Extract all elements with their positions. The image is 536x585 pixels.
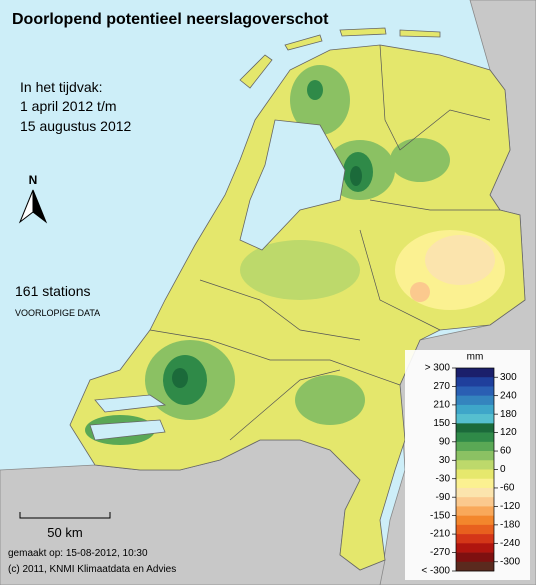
legend-label: -120: [500, 501, 520, 512]
legend-swatch: [456, 524, 494, 535]
legend-swatch: [456, 432, 494, 443]
ijsselmeer: [239, 119, 346, 251]
legend-label: -180: [500, 520, 520, 531]
border: [379, 44, 491, 151]
legend-swatch: [456, 386, 494, 396]
legend-label: 90: [439, 436, 451, 447]
legend-swatch: [456, 441, 494, 452]
legend-swatch: [456, 451, 494, 461]
legend-swatch: [456, 561, 494, 572]
north-label: N: [29, 173, 38, 187]
legend-label: 240: [500, 390, 517, 401]
legend-swatch: [456, 534, 494, 544]
legend-label: 210: [433, 400, 450, 411]
legend-label: -90: [436, 492, 451, 503]
area: [295, 375, 365, 425]
legend-label: -60: [500, 483, 515, 494]
legend-swatch: [456, 377, 494, 387]
legend-swatch: [456, 515, 494, 526]
area: [307, 80, 323, 100]
border: [199, 279, 361, 341]
period-end: 15 augustus 2012: [20, 118, 132, 134]
legend-label: > 300: [425, 363, 451, 374]
province-borders: [149, 44, 500, 441]
legend-label: 180: [500, 409, 517, 420]
legend-swatch: [456, 478, 494, 489]
legend-swatch: [456, 460, 494, 470]
legend-label: 120: [500, 427, 517, 438]
made-on: gemaakt op: 15-08-2012, 10:30: [8, 548, 148, 559]
legend-swatch: [456, 395, 494, 406]
border: [369, 199, 500, 211]
map-title: Doorlopend potentieel neerslagoverschot: [12, 11, 329, 28]
legend-swatch: [456, 404, 494, 415]
legend-label: 0: [500, 464, 506, 475]
area: [350, 166, 362, 186]
border: [229, 369, 341, 441]
legend-swatch: [456, 552, 494, 563]
copyright: (c) 2011, KNMI Klimaatdata en Advies: [8, 564, 176, 575]
legend-unit: mm: [467, 352, 484, 363]
legend-swatch: [456, 469, 494, 480]
area: [290, 65, 350, 135]
legend-swatch: [456, 497, 494, 507]
islands: [239, 27, 441, 89]
border: [359, 229, 441, 331]
legend-label: -270: [430, 547, 450, 558]
scale-label: 50 km: [47, 525, 82, 540]
legend-label: -30: [436, 473, 451, 484]
area: [425, 235, 495, 285]
period-start: 1 april 2012 t/m: [20, 98, 117, 114]
legend-label: -210: [430, 529, 450, 540]
legend-swatch: [456, 423, 494, 433]
legend-swatch: [456, 368, 494, 378]
area: [390, 138, 450, 182]
north-arrow-right: [32, 189, 48, 224]
legend-label: 300: [500, 372, 517, 383]
period-label: In het tijdvak:: [20, 79, 103, 95]
delta-waters: [89, 394, 167, 441]
scale-bar: [19, 512, 111, 519]
area: [172, 368, 188, 388]
legend: > 3003002702402101801501209060300-30-60-…: [421, 363, 520, 577]
legend-label: -240: [500, 538, 520, 549]
legend-label: 150: [433, 418, 450, 429]
legend-label: < -300: [421, 566, 450, 577]
legend-swatch: [456, 487, 494, 498]
legend-swatch: [456, 414, 494, 424]
legend-label: 270: [433, 381, 450, 392]
legend-label: 30: [439, 455, 451, 466]
legend-swatch: [456, 543, 494, 553]
area: [240, 240, 360, 300]
area: [410, 282, 430, 302]
legend-label: 60: [500, 446, 512, 457]
legend-label: -300: [500, 556, 520, 567]
status: VOORLOPIGE DATA: [15, 308, 100, 318]
legend-label: -150: [430, 510, 450, 521]
stations: 161 stations: [15, 283, 91, 299]
border: [149, 329, 401, 386]
legend-swatch: [456, 506, 494, 516]
